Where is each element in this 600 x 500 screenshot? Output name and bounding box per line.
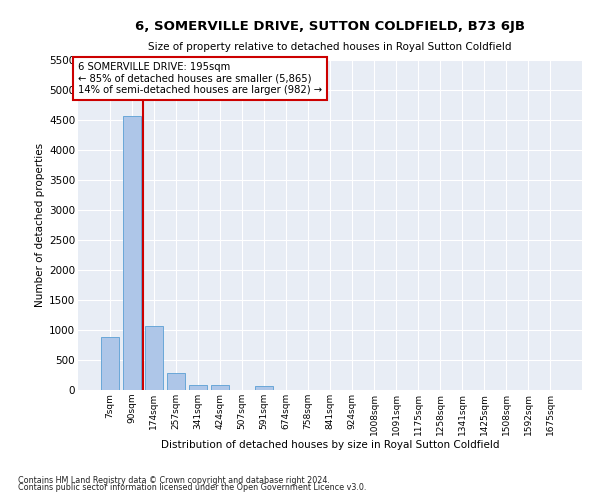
Text: Contains HM Land Registry data © Crown copyright and database right 2024.: Contains HM Land Registry data © Crown c… [18,476,330,485]
Bar [167,373,185,390]
X-axis label: Distribution of detached houses by size in Royal Sutton Coldfield: Distribution of detached houses by size … [161,440,499,450]
Text: Size of property relative to detached houses in Royal Sutton Coldfield: Size of property relative to detached ho… [148,42,512,52]
Text: 6 SOMERVILLE DRIVE: 195sqm
← 85% of detached houses are smaller (5,865)
14% of s: 6 SOMERVILLE DRIVE: 195sqm ← 85% of deta… [78,62,322,95]
Bar [123,116,140,390]
Y-axis label: Number of detached properties: Number of detached properties [35,143,45,307]
Bar [211,385,229,390]
Bar [189,384,206,390]
Bar [101,337,119,390]
Bar [145,326,163,390]
Text: Contains public sector information licensed under the Open Government Licence v3: Contains public sector information licen… [18,484,367,492]
Text: 6, SOMERVILLE DRIVE, SUTTON COLDFIELD, B73 6JB: 6, SOMERVILLE DRIVE, SUTTON COLDFIELD, B… [135,20,525,33]
Bar [255,386,273,390]
